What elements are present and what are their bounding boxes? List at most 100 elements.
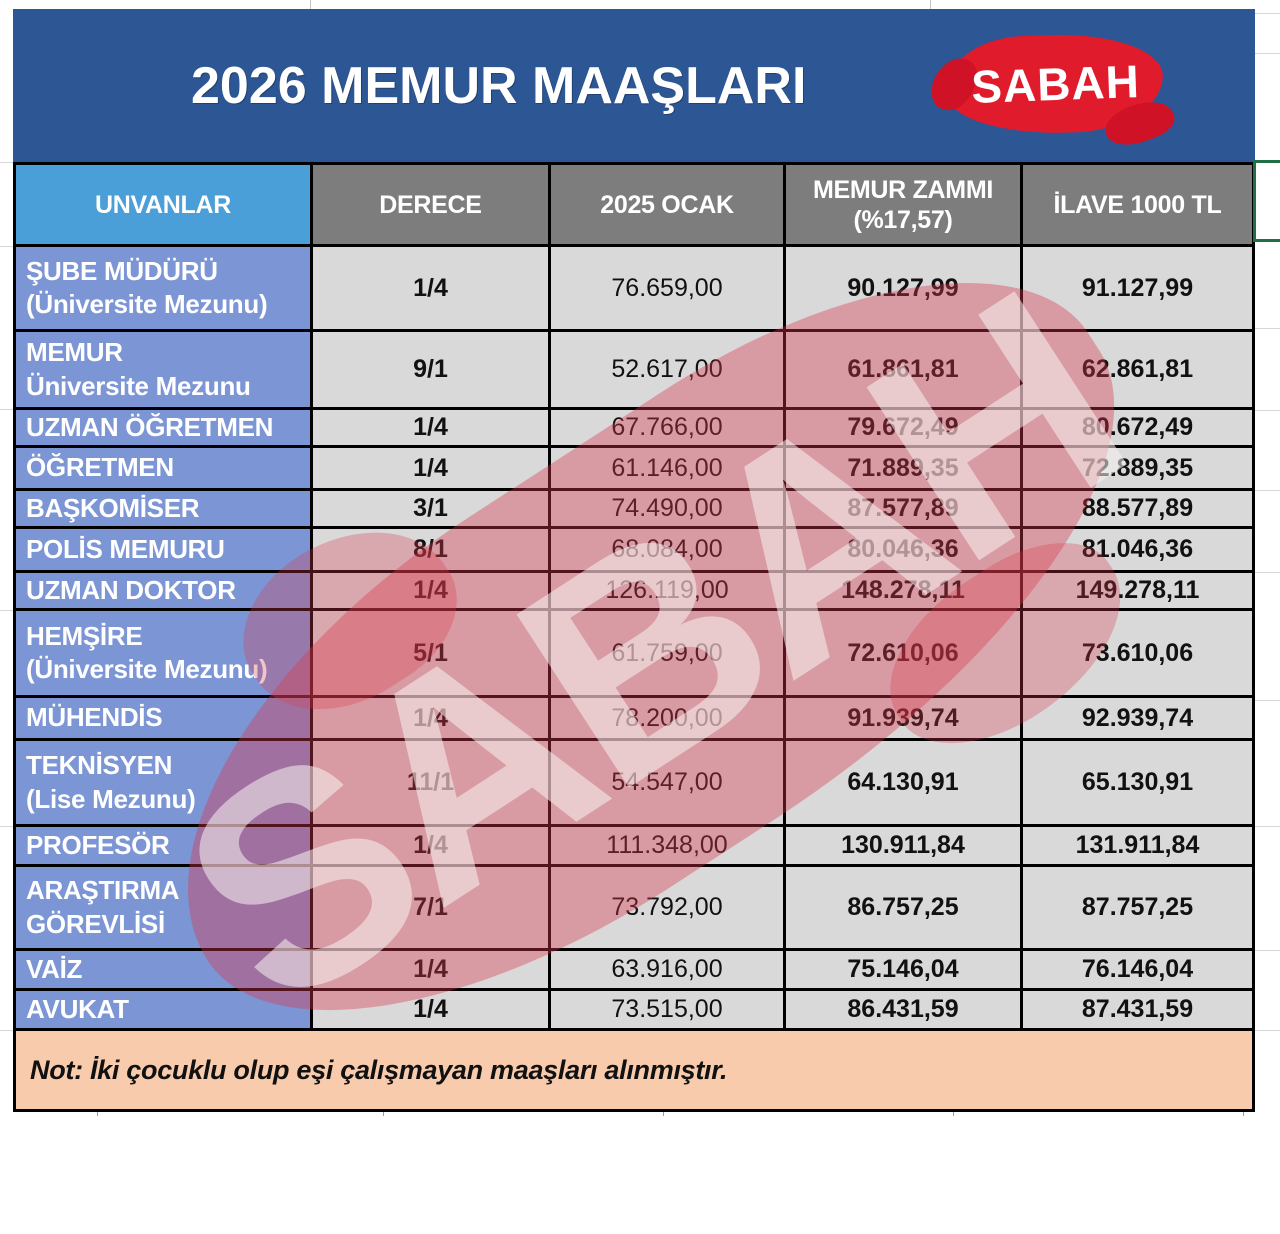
ocak-2025-cell-value: 54.547,00 [611, 768, 723, 796]
memur-zammi-cell-value: 75.146,04 [847, 955, 959, 983]
unvan-line: MÜHENDİS [26, 702, 163, 733]
ilave-1000-cell[interactable]: 91.127,99 [1023, 247, 1252, 329]
unvan-cell[interactable]: TEKNİSYEN (Lise Mezunu) [16, 741, 313, 824]
ocak-2025-cell[interactable]: 68.084,00 [551, 529, 786, 570]
memur-zammi-cell[interactable]: 71.889,35 [786, 448, 1023, 488]
unvan-cell[interactable]: HEMŞİRE (Üniversite Mezunu) [16, 611, 313, 695]
derece-cell[interactable]: 1/4 [313, 951, 551, 988]
salary-table: UNVANLAR DERECE 2025 OCAK MEMUR ZAMMI (%… [13, 162, 1255, 1112]
derece-cell[interactable]: 1/4 [313, 573, 551, 608]
memur-zammi-cell[interactable]: 61.861,81 [786, 332, 1023, 407]
ocak-2025-cell[interactable]: 76.659,00 [551, 247, 786, 329]
unvan-cell[interactable]: ARAŞTIRMA GÖREVLİSİ [16, 867, 313, 948]
derece-cell[interactable]: 11/1 [313, 741, 551, 824]
unvan-cell[interactable]: BAŞKOMİSER [16, 491, 313, 526]
derece-cell[interactable]: 1/4 [313, 991, 551, 1028]
memur-zammi-cell[interactable]: 79.672,49 [786, 410, 1023, 445]
memur-zammi-cell[interactable]: 90.127,99 [786, 247, 1023, 329]
unvan-cell[interactable]: MÜHENDİS [16, 698, 313, 738]
ocak-2025-cell-value: 73.792,00 [611, 893, 723, 921]
ocak-2025-cell[interactable]: 61.146,00 [551, 448, 786, 488]
memur-zammi-cell[interactable]: 87.577,89 [786, 491, 1023, 526]
unvan-cell[interactable]: ŞUBE MÜDÜRÜ (Üniversite Mezunu) [16, 247, 313, 329]
header-label: 2025 OCAK [600, 190, 734, 219]
note-row: Not: İki çocuklu olup eşi çalışmayan maa… [16, 1031, 1252, 1109]
memur-zammi-cell[interactable]: 75.146,04 [786, 951, 1023, 988]
ocak-2025-cell[interactable]: 61.759,00 [551, 611, 786, 695]
ilave-1000-cell[interactable]: 73.610,06 [1023, 611, 1252, 695]
header-cell-derece[interactable]: DERECE [313, 165, 551, 244]
unvan-line: VAİZ [26, 953, 83, 984]
ilave-1000-cell[interactable]: 87.431,59 [1023, 991, 1252, 1028]
derece-cell[interactable]: 9/1 [313, 332, 551, 407]
ocak-2025-cell[interactable]: 63.916,00 [551, 951, 786, 988]
ilave-1000-cell[interactable]: 72.889,35 [1023, 448, 1252, 488]
header-cell-ilave-1000[interactable]: İLAVE 1000 TL [1023, 165, 1252, 244]
ilave-1000-cell[interactable]: 88.577,89 [1023, 491, 1252, 526]
unvan-line: AVUKAT [26, 993, 129, 1024]
ilave-1000-cell[interactable]: 80.672,49 [1023, 410, 1252, 445]
sheet-gridline [1255, 572, 1280, 573]
ocak-2025-cell[interactable]: 78.200,00 [551, 698, 786, 738]
ilave-1000-cell[interactable]: 76.146,04 [1023, 951, 1252, 988]
sheet-gridline [663, 1112, 664, 1116]
unvan-cell[interactable]: VAİZ [16, 951, 313, 988]
ocak-2025-cell[interactable]: 54.547,00 [551, 741, 786, 824]
ilave-1000-cell[interactable]: 65.130,91 [1023, 741, 1252, 824]
derece-cell-value: 3/1 [413, 494, 448, 522]
ocak-2025-cell[interactable]: 126.119,00 [551, 573, 786, 608]
ocak-2025-cell[interactable]: 67.766,00 [551, 410, 786, 445]
ocak-2025-cell[interactable]: 73.792,00 [551, 867, 786, 948]
sheet-gridline [1255, 53, 1280, 54]
ilave-1000-cell[interactable]: 149.278,11 [1023, 573, 1252, 608]
ilave-1000-cell[interactable]: 81.046,36 [1023, 529, 1252, 570]
derece-cell[interactable]: 8/1 [313, 529, 551, 570]
header-cell-memur-zammi[interactable]: MEMUR ZAMMI (%17,57) [786, 165, 1023, 244]
ilave-1000-cell[interactable]: 87.757,25 [1023, 867, 1252, 948]
derece-cell[interactable]: 3/1 [313, 491, 551, 526]
memur-zammi-cell[interactable]: 86.757,25 [786, 867, 1023, 948]
unvan-cell[interactable]: ÖĞRETMEN [16, 448, 313, 488]
ocak-2025-cell[interactable]: 52.617,00 [551, 332, 786, 407]
sheet-gridline [1255, 490, 1280, 491]
derece-cell[interactable]: 1/4 [313, 448, 551, 488]
derece-cell[interactable]: 1/4 [313, 247, 551, 329]
derece-cell[interactable]: 7/1 [313, 867, 551, 948]
unvan-cell[interactable]: PROFESÖR [16, 827, 313, 864]
ilave-1000-cell[interactable]: 62.861,81 [1023, 332, 1252, 407]
header-cell-unvanlar[interactable]: UNVANLAR [16, 165, 313, 244]
ilave-1000-cell-value: 76.146,04 [1081, 955, 1194, 983]
ocak-2025-cell[interactable]: 73.515,00 [551, 991, 786, 1028]
ilave-1000-cell-value: 62.861,81 [1081, 355, 1194, 383]
table-row: ÖĞRETMEN 1/4 61.146,00 71.889,35 72.889,35 [16, 448, 1252, 491]
unvan-cell[interactable]: MEMUR Üniversite Mezunu [16, 332, 313, 407]
sheet-gridline [0, 610, 13, 611]
memur-zammi-cell[interactable]: 91.939,74 [786, 698, 1023, 738]
unvan-cell[interactable]: UZMAN DOKTOR [16, 573, 313, 608]
memur-zammi-cell[interactable]: 148.278,11 [786, 573, 1023, 608]
header-label: DERECE [379, 190, 482, 219]
derece-cell[interactable]: 5/1 [313, 611, 551, 695]
memur-zammi-cell[interactable]: 64.130,91 [786, 741, 1023, 824]
ilave-1000-cell[interactable]: 131.911,84 [1023, 827, 1252, 864]
derece-cell[interactable]: 1/4 [313, 698, 551, 738]
ilave-1000-cell[interactable]: 92.939,74 [1023, 698, 1252, 738]
header-cell-2025-ocak[interactable]: 2025 OCAK [551, 165, 786, 244]
table-row: ŞUBE MÜDÜRÜ (Üniversite Mezunu) 1/4 76.659,… [16, 247, 1252, 332]
memur-zammi-cell[interactable]: 80.046,36 [786, 529, 1023, 570]
ocak-2025-cell[interactable]: 74.490,00 [551, 491, 786, 526]
selected-cell[interactable] [1253, 160, 1280, 242]
ilave-1000-cell-value: 81.046,36 [1081, 535, 1194, 563]
memur-zammi-cell[interactable]: 86.431,59 [786, 991, 1023, 1028]
memur-zammi-cell[interactable]: 72.610,06 [786, 611, 1023, 695]
derece-cell[interactable]: 1/4 [313, 410, 551, 445]
derece-cell[interactable]: 1/4 [313, 827, 551, 864]
ocak-2025-cell[interactable]: 111.348,00 [551, 827, 786, 864]
ilave-1000-cell-value: 131.911,84 [1075, 831, 1200, 859]
unvan-cell[interactable]: POLİS MEMURU [16, 529, 313, 570]
memur-zammi-cell-value: 71.889,35 [847, 453, 959, 482]
unvan-cell[interactable]: AVUKAT [16, 991, 313, 1028]
ilave-1000-cell-value: 91.127,99 [1081, 273, 1194, 302]
unvan-cell[interactable]: UZMAN ÖĞRETMEN [16, 410, 313, 445]
memur-zammi-cell[interactable]: 130.911,84 [786, 827, 1023, 864]
